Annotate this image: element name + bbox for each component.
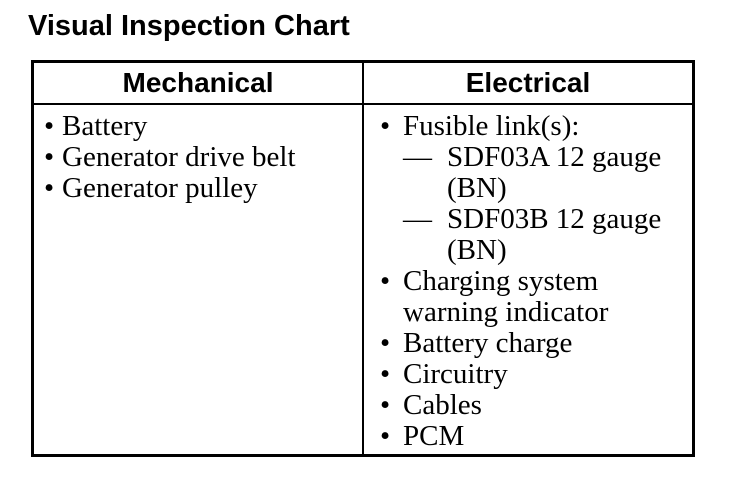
list-subitem-wrap: (BN) [364, 235, 692, 266]
list-item: • Generator pulley [34, 173, 362, 204]
table-body-row: • Battery • Generator drive belt • Gener… [34, 105, 692, 454]
bullet-icon: • [44, 172, 55, 204]
bullet-icon: • [380, 358, 391, 390]
mechanical-cell: • Battery • Generator drive belt • Gener… [34, 105, 364, 454]
list-item-text: PCM [403, 420, 465, 452]
list-subitem-text: (BN) [447, 172, 507, 204]
bullet-icon: • [380, 265, 391, 297]
list-item: • Battery [34, 111, 362, 142]
list-subitem: — SDF03B 12 gauge [364, 204, 692, 235]
electrical-cell: • Fusible link(s): — SDF03A 12 gauge (BN… [364, 105, 692, 454]
bullet-icon: • [380, 110, 391, 142]
list-item-text: Battery charge [403, 327, 573, 359]
list-item-text: Generator pulley [62, 172, 258, 204]
list-item-wrap: warning indicator [364, 297, 692, 328]
list-subitem-text: SDF03A 12 gauge [447, 141, 662, 173]
bullet-icon: • [380, 389, 391, 421]
list-item: • Cables [364, 390, 692, 421]
list-item-text: Battery [62, 110, 148, 142]
list-subitem: — SDF03A 12 gauge [364, 142, 692, 173]
page-title: Visual Inspection Chart [28, 10, 350, 42]
bullet-icon: • [44, 141, 55, 173]
list-item: • Circuitry [364, 359, 692, 390]
dash-icon: — [403, 141, 432, 173]
list-item: • Fusible link(s): [364, 111, 692, 142]
list-item-text: Generator drive belt [62, 141, 296, 173]
list-item: • Generator drive belt [34, 142, 362, 173]
visual-inspection-table: Mechanical Electrical • Battery • Genera… [31, 60, 695, 457]
list-item-text: Fusible link(s): [403, 110, 580, 142]
list-subitem-wrap: (BN) [364, 173, 692, 204]
list-item: • Charging system [364, 266, 692, 297]
list-item: • Battery charge [364, 328, 692, 359]
bullet-icon: • [380, 420, 391, 452]
column-header-mechanical: Mechanical [34, 63, 364, 103]
list-subitem-text: (BN) [447, 234, 507, 266]
list-item-text: Circuitry [403, 358, 508, 390]
bullet-icon: • [44, 110, 55, 142]
table-header-row: Mechanical Electrical [34, 63, 692, 105]
list-item: • PCM [364, 421, 692, 452]
list-item-text: warning indicator [403, 296, 609, 328]
list-item-text: Cables [403, 389, 482, 421]
column-header-electrical: Electrical [465, 67, 591, 98]
list-subitem-text: SDF03B 12 gauge [447, 203, 662, 235]
list-item-text: Charging system [403, 265, 599, 297]
dash-icon: — [403, 203, 432, 235]
bullet-icon: • [380, 327, 391, 359]
